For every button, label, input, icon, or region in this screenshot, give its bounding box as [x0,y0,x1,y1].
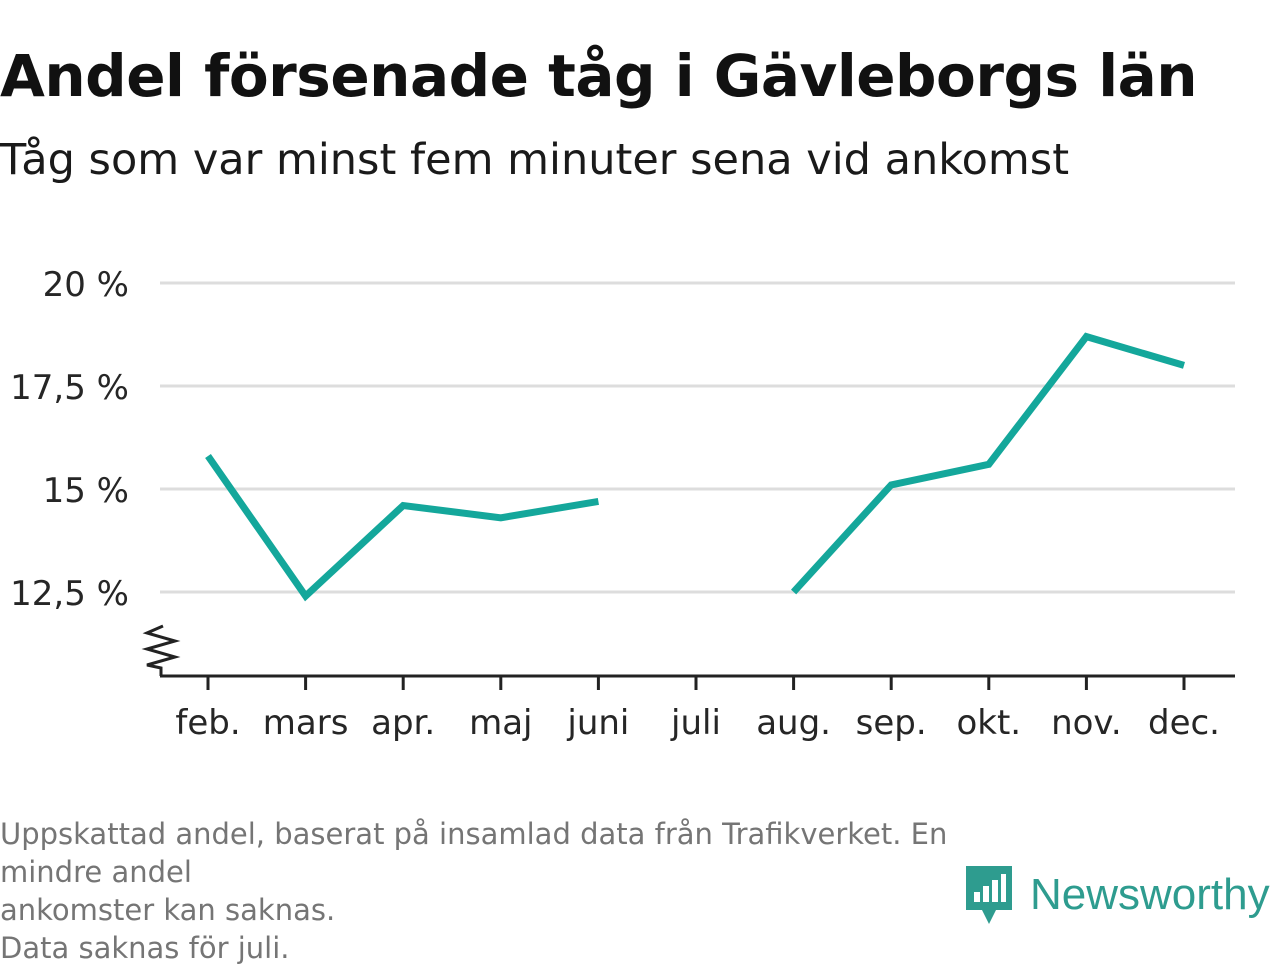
footnote-line: Data saknas för juli. [0,931,290,965]
x-tick-label: feb. [175,703,240,743]
y-tick-label: 20 % [43,265,129,305]
x-tick-label: aug. [756,703,831,743]
x-tick-label: maj [469,703,532,743]
series-line [791,332,1185,595]
gridlines [160,281,1235,594]
y-tick-label: 12,5 % [10,574,129,614]
chart-title: Andel försenade tåg i Gävleborgs län [0,42,1198,110]
series-line [205,453,599,602]
x-tick-label: juni [566,703,629,743]
y-axis-break-icon [141,624,181,676]
x-tick-label: apr. [371,703,435,743]
line-chart: 12,5 % 15 % 17,5 % 20 % feb. mars apr. maj juni j… [10,265,1235,743]
x-tick-label: juli [670,703,721,743]
series-lines [205,332,1185,602]
brand-logo: Newsworthy [964,862,1270,928]
tick-labels: 12,5 % 15 % 17,5 % 20 % feb. mars apr. maj juni j… [10,265,1220,743]
y-tick-label: 17,5 % [10,368,129,408]
x-tick-label: dec. [1148,703,1220,743]
axes [141,624,1235,690]
x-tick-label: okt. [956,703,1021,743]
brand-name: Newsworthy [1030,870,1270,919]
chart-subtitle: Tåg som var minst fem minuter sena vid a… [0,135,1070,185]
newsworthy-logo-icon [966,866,1012,924]
x-tick-label: nov. [1051,703,1122,743]
footnote-line: Uppskattad andel, baserat på insamlad da… [0,817,948,889]
x-tick-label: sep. [856,703,927,743]
y-tick-label: 15 % [43,471,129,511]
footnote-line: ankomster kan saknas. [0,893,336,927]
x-tick-label: mars [263,703,349,743]
footnote: Uppskattad andel, baserat på insamlad da… [0,815,960,967]
